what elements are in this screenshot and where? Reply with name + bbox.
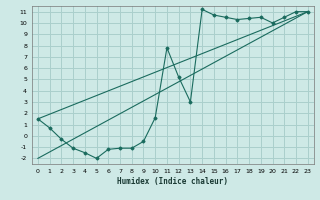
X-axis label: Humidex (Indice chaleur): Humidex (Indice chaleur) [117,177,228,186]
